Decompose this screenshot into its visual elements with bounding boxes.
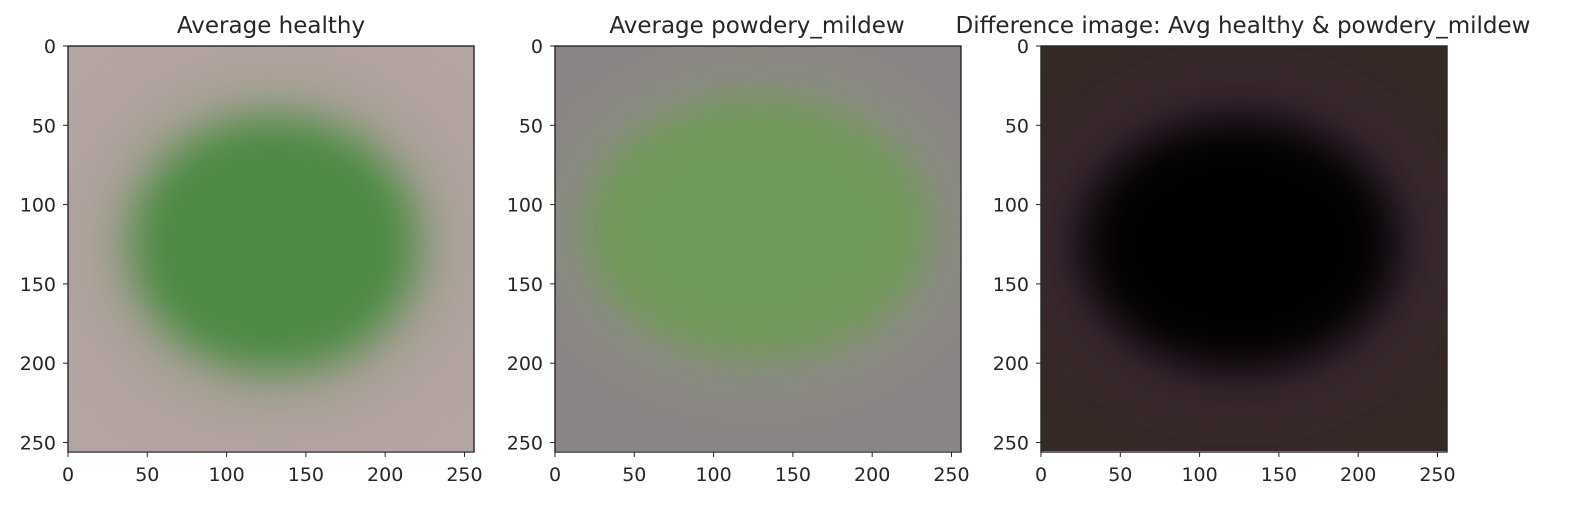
y-tick-label: 150 (993, 274, 1029, 296)
panel-2: Average powdery_mildew 0 50 100 150 200 250 0 50… (507, 13, 970, 486)
y-tick-label: 150 (507, 274, 543, 296)
average-image (555, 46, 961, 451)
y-tick-label: 250 (993, 432, 1029, 454)
x-tick-label: 100 (208, 464, 244, 486)
x-tick-label: 0 (1035, 464, 1047, 486)
leaf-blob (1080, 117, 1398, 372)
panel-1: Average healthy 0 50 100 150 200 250 0 50 100 150 2… (20, 13, 483, 486)
y-tick-label: 100 (507, 195, 543, 217)
x-tick-label: 100 (695, 464, 731, 486)
y-tick-label: 250 (507, 432, 543, 454)
x-tick-label: 50 (622, 464, 646, 486)
average-image (1041, 46, 1447, 451)
x-tick-label: 50 (135, 464, 159, 486)
x-tick-label: 200 (854, 464, 890, 486)
leaf-blob (586, 98, 930, 359)
x-tick-label: 150 (1261, 464, 1297, 486)
y-tick-label: 0 (531, 36, 543, 58)
y-tick-label: 0 (44, 36, 56, 58)
panel-title: Average powdery_mildew (609, 13, 904, 39)
y-tick-label: 100 (20, 195, 56, 217)
leaf-blob (131, 117, 417, 372)
x-tick-label: 150 (288, 464, 324, 486)
x-tick-label: 100 (1181, 464, 1217, 486)
x-tick-label: 0 (549, 464, 561, 486)
panel-3: Difference image: Avg healthy & powdery_… (955, 13, 1530, 486)
panel-title: Difference image: Avg healthy & powdery_… (955, 13, 1530, 39)
y-tick-label: 0 (1017, 36, 1029, 58)
y-tick-label: 150 (20, 274, 56, 296)
panel-title: Average healthy (177, 13, 365, 39)
x-tick-label: 250 (933, 464, 969, 486)
x-tick-label: 250 (446, 464, 482, 486)
y-tick-label: 50 (1005, 115, 1029, 137)
x-tick-label: 50 (1108, 464, 1132, 486)
x-tick-label: 200 (1340, 464, 1376, 486)
y-tick-label: 50 (519, 115, 543, 137)
average-image (68, 46, 474, 451)
axes-frame (67, 45, 475, 453)
y-tick-label: 200 (507, 353, 543, 375)
axes-frame (1040, 45, 1448, 453)
x-tick-label: 250 (1419, 464, 1455, 486)
y-tick-label: 200 (993, 353, 1029, 375)
x-tick-label: 150 (775, 464, 811, 486)
y-tick-label: 250 (20, 432, 56, 454)
y-tick-label: 50 (32, 115, 56, 137)
x-tick-label: 0 (62, 464, 74, 486)
y-tick-label: 100 (993, 195, 1029, 217)
y-tick-label: 200 (20, 353, 56, 375)
axes-frame (554, 45, 962, 453)
x-tick-label: 200 (367, 464, 403, 486)
